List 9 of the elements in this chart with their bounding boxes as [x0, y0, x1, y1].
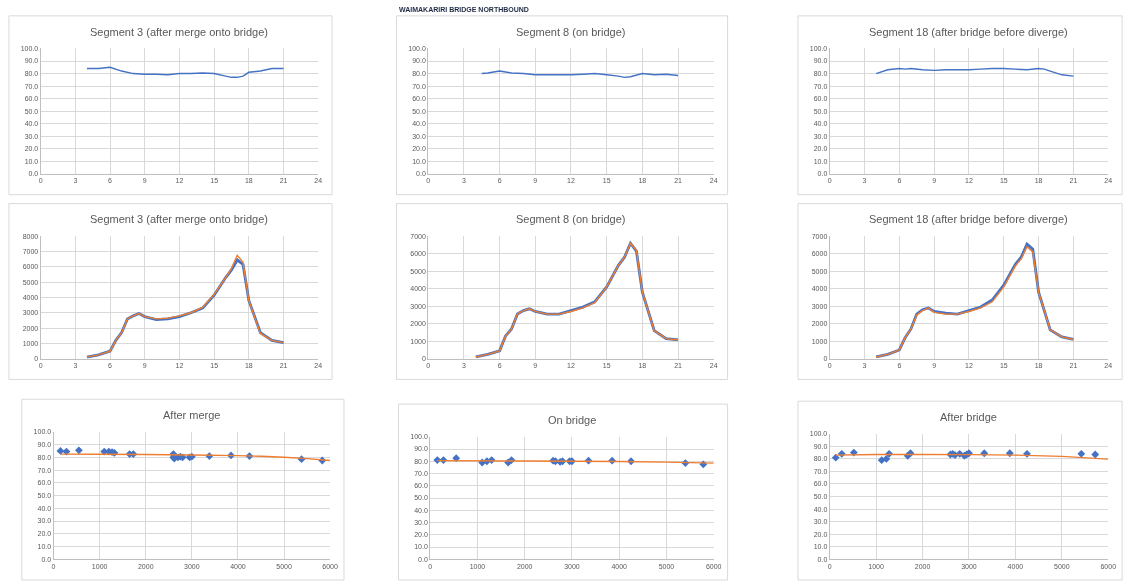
chart-title: Segment 3 (after merge onto bridge): [90, 26, 268, 38]
chart-title: Segment 18 (after bridge before diverge): [869, 213, 1068, 225]
chart-title: Segment 3 (after merge onto bridge): [90, 213, 268, 225]
chart-title: Segment 8 (on bridge): [516, 26, 626, 38]
chart-title: Segment 18 (after bridge before diverge): [869, 26, 1068, 38]
chart-title: On bridge: [548, 414, 597, 426]
chart-title: After merge: [163, 409, 221, 421]
chart-title: After bridge: [940, 411, 997, 423]
chart-title: Segment 8 (on bridge): [516, 213, 626, 225]
